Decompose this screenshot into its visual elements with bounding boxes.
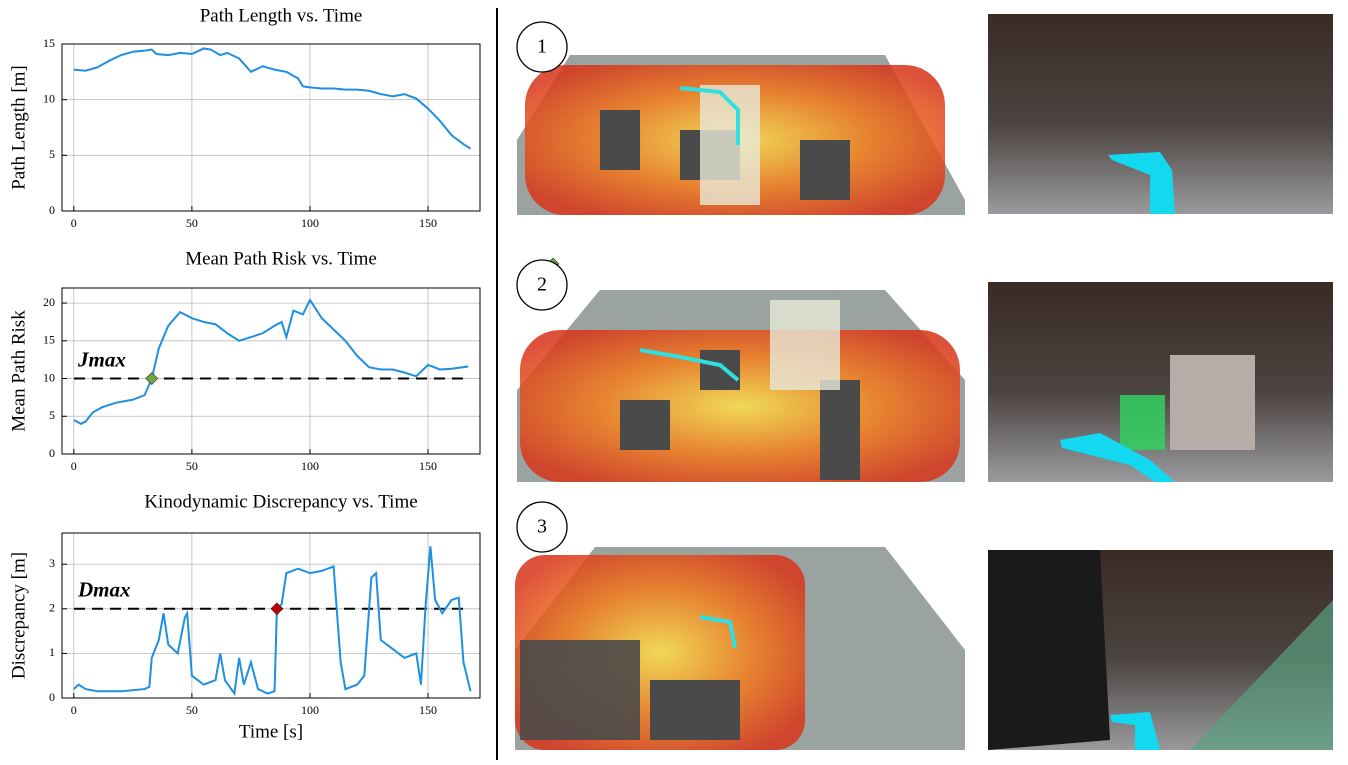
- chart-title: Path Length vs. Time: [200, 5, 363, 26]
- x-tick-label: 50: [186, 703, 198, 717]
- y-tick-label: 0: [49, 690, 55, 704]
- x-tick-label: 100: [301, 703, 319, 717]
- y-axis-label: Discrepancy [m]: [8, 552, 29, 679]
- y-tick-label: 5: [49, 408, 55, 422]
- y-tick-label: 20: [43, 295, 55, 309]
- x-tick-label: 50: [186, 459, 198, 473]
- chart-title: Kinodynamic Discrepancy vs. Time: [144, 491, 417, 512]
- x-tick-label: 100: [301, 459, 319, 473]
- map-view: [515, 547, 965, 750]
- chart-title: Mean Path Risk vs. Time: [185, 248, 377, 269]
- y-axis-label: Path Length [m]: [8, 65, 29, 190]
- y-tick-label: 0: [49, 203, 55, 217]
- panel-label: 3: [537, 516, 547, 538]
- x-axis-label: Time [s]: [239, 721, 303, 742]
- data-line: [74, 546, 471, 693]
- camera-view: [988, 14, 1333, 214]
- panel-label: 2: [537, 274, 547, 296]
- y-tick-label: 10: [43, 370, 55, 384]
- y-tick-label: 10: [43, 91, 55, 105]
- x-tick-label: 100: [301, 216, 319, 230]
- data-line: [74, 300, 468, 424]
- y-tick-label: 15: [43, 36, 55, 50]
- x-tick-label: 0: [71, 459, 77, 473]
- x-tick-label: 150: [419, 703, 437, 717]
- x-tick-label: 150: [419, 216, 437, 230]
- map-view: [517, 290, 965, 482]
- map-view: [517, 55, 965, 215]
- y-tick-label: 3: [49, 556, 55, 570]
- y-axis-label: Mean Path Risk: [8, 310, 29, 432]
- threshold-label: Jmax: [77, 347, 126, 371]
- camera-view: [988, 282, 1333, 482]
- y-tick-label: 5: [49, 147, 55, 161]
- x-tick-label: 50: [186, 216, 198, 230]
- threshold-label: Dmax: [77, 578, 131, 602]
- y-tick-label: 2: [49, 601, 55, 615]
- y-tick-label: 0: [49, 446, 55, 460]
- camera-view: [988, 550, 1333, 750]
- y-tick-label: 15: [43, 333, 55, 347]
- panel-label: 1: [537, 36, 547, 58]
- x-tick-label: 0: [71, 216, 77, 230]
- x-tick-label: 150: [419, 459, 437, 473]
- figure: 1 2 3 Path Length vs. Time Path Length [m] 0 5…: [0, 0, 1348, 760]
- event-marker: [146, 373, 158, 385]
- plot-frame: [62, 533, 480, 698]
- y-tick-label: 1: [49, 645, 55, 659]
- x-tick-label: 0: [71, 703, 77, 717]
- panels: [515, 14, 1333, 750]
- data-line: [74, 48, 471, 148]
